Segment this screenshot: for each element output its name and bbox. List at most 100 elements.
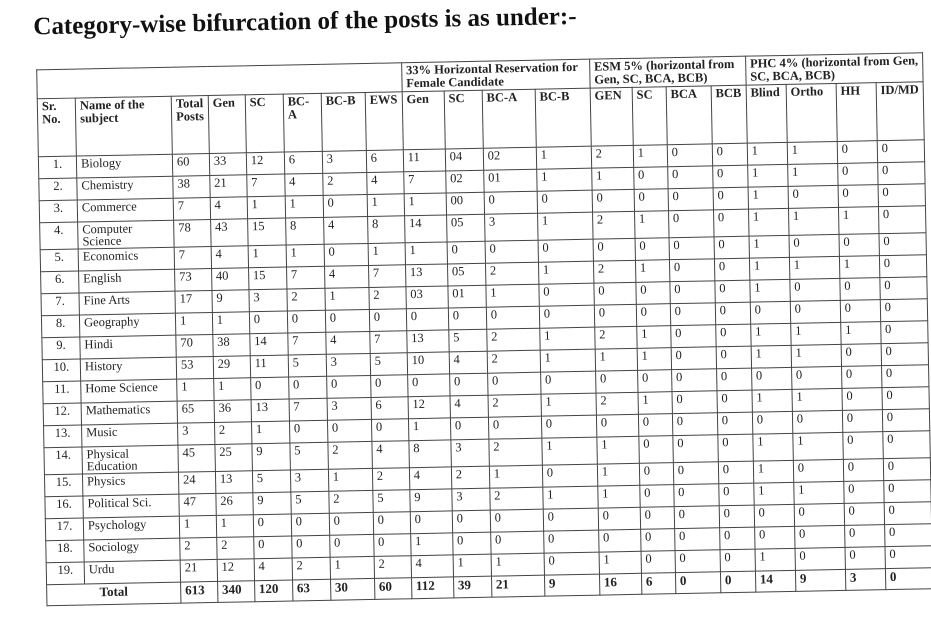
subject-name: Hindi xyxy=(79,335,177,360)
value-cell: 60 xyxy=(172,153,210,177)
subject-name: Home Science xyxy=(80,379,178,404)
value-cell: 2 xyxy=(594,326,637,350)
value-cell: 0 xyxy=(490,509,544,533)
value-cell: 0 xyxy=(639,506,675,530)
total-value: 39 xyxy=(453,576,492,598)
value-cell: 10 xyxy=(406,351,450,375)
value-cell: 1 xyxy=(634,210,669,239)
value-cell: 0 xyxy=(794,547,846,571)
value-cell: 01 xyxy=(447,285,487,308)
value-cell: 0 xyxy=(446,241,486,264)
subject-name: Economics xyxy=(78,247,175,272)
value-cell: 2 xyxy=(591,145,634,169)
value-cell: 3 xyxy=(450,439,490,467)
value-cell: 0 xyxy=(322,194,368,218)
value-cell: 40 xyxy=(211,267,249,291)
value-cell: 1 xyxy=(403,192,447,216)
value-cell: 0 xyxy=(633,166,668,190)
value-cell: 3 xyxy=(248,289,288,312)
value-cell: 1 xyxy=(176,378,214,402)
value-cell: 0 xyxy=(884,523,931,547)
value-cell: 1 xyxy=(540,393,597,417)
value-cell: 1 xyxy=(597,485,640,509)
value-cell: 0 xyxy=(876,139,925,163)
value-cell: 33 xyxy=(209,152,247,176)
column-header-phc: Blind xyxy=(745,84,788,144)
value-cell: 1 xyxy=(366,193,405,217)
value-cell: 0 xyxy=(373,511,411,535)
value-cell: 45 xyxy=(177,444,216,473)
value-cell: 0 xyxy=(719,549,756,572)
serial-number: 6. xyxy=(40,271,79,294)
value-cell: 0 xyxy=(837,184,879,208)
value-cell: 0 xyxy=(843,480,884,504)
value-cell: 0 xyxy=(543,552,600,576)
serial-number: 9. xyxy=(41,337,81,360)
value-cell: 4 xyxy=(210,245,249,269)
serial-number: 11. xyxy=(42,381,82,404)
value-cell: 0 xyxy=(878,205,926,234)
value-cell: 0 xyxy=(288,376,327,400)
value-cell: 4 xyxy=(409,466,452,490)
value-cell: 0 xyxy=(329,512,374,536)
value-cell: 12 xyxy=(216,558,255,582)
total-value: 6 xyxy=(641,572,676,595)
value-cell: 1 xyxy=(212,311,250,335)
value-cell: 1 xyxy=(537,212,593,241)
value-cell: 00 xyxy=(445,192,485,215)
group-header-esm: ESM 5% (horizontal from Gen, SC, BCA, BC… xyxy=(589,56,746,89)
value-cell: 0 xyxy=(880,342,929,366)
subject-name: English xyxy=(78,269,175,294)
value-cell: 1 xyxy=(324,287,370,311)
serial-number: 18. xyxy=(45,539,85,563)
total-value: 63 xyxy=(292,579,331,601)
value-cell: 0 xyxy=(640,528,675,552)
value-cell: 4 xyxy=(209,196,248,220)
value-cell: 73 xyxy=(174,268,212,292)
value-cell: 0 xyxy=(597,507,641,531)
value-cell: 1 xyxy=(788,207,839,236)
value-cell: 1 xyxy=(789,256,840,280)
value-cell: 1 xyxy=(787,163,838,187)
value-cell: 0 xyxy=(788,234,840,258)
total-value: 16 xyxy=(599,573,642,596)
value-cell: 7 xyxy=(286,266,325,290)
serial-number: 8. xyxy=(41,315,80,338)
subject-name: Geography xyxy=(79,313,176,338)
value-cell: 0 xyxy=(326,375,371,399)
value-cell: 0 xyxy=(539,305,595,329)
serial-number: 17. xyxy=(45,517,84,541)
value-cell: 0 xyxy=(841,365,882,389)
subject-name: Music xyxy=(81,423,178,448)
value-cell: 0 xyxy=(448,307,487,330)
value-cell: 8 xyxy=(367,215,405,244)
value-cell: 4 xyxy=(448,351,488,374)
value-cell: 0 xyxy=(751,367,792,391)
serial-number: 14. xyxy=(43,447,83,475)
value-cell: 0 xyxy=(792,410,843,434)
value-cell: 5 xyxy=(289,442,329,471)
value-cell: 0 xyxy=(750,301,791,325)
value-cell: 0 xyxy=(592,238,636,262)
value-cell: 1 xyxy=(637,391,673,415)
value-cell: 0 xyxy=(639,484,674,508)
value-cell: 0 xyxy=(543,530,599,554)
value-cell: 0 xyxy=(634,237,670,261)
value-cell: 0 xyxy=(673,461,719,485)
value-cell: 0 xyxy=(541,415,597,439)
value-cell: 0 xyxy=(844,546,886,570)
subject-name: Fine Arts xyxy=(78,291,176,316)
value-cell: 0 xyxy=(483,191,538,215)
value-cell: 0 xyxy=(673,483,719,507)
total-value: 0 xyxy=(720,571,756,593)
serial-number: 19. xyxy=(46,561,85,585)
value-cell: 2 xyxy=(216,536,254,560)
value-cell: 2 xyxy=(451,466,490,489)
total-value: 0 xyxy=(885,567,931,590)
value-cell: 02 xyxy=(483,147,537,171)
value-cell: 1 xyxy=(485,284,540,308)
serial-number: 7. xyxy=(40,293,80,316)
value-cell: 6 xyxy=(366,149,404,173)
value-cell: 0 xyxy=(753,504,795,528)
value-cell: 2 xyxy=(487,394,542,418)
